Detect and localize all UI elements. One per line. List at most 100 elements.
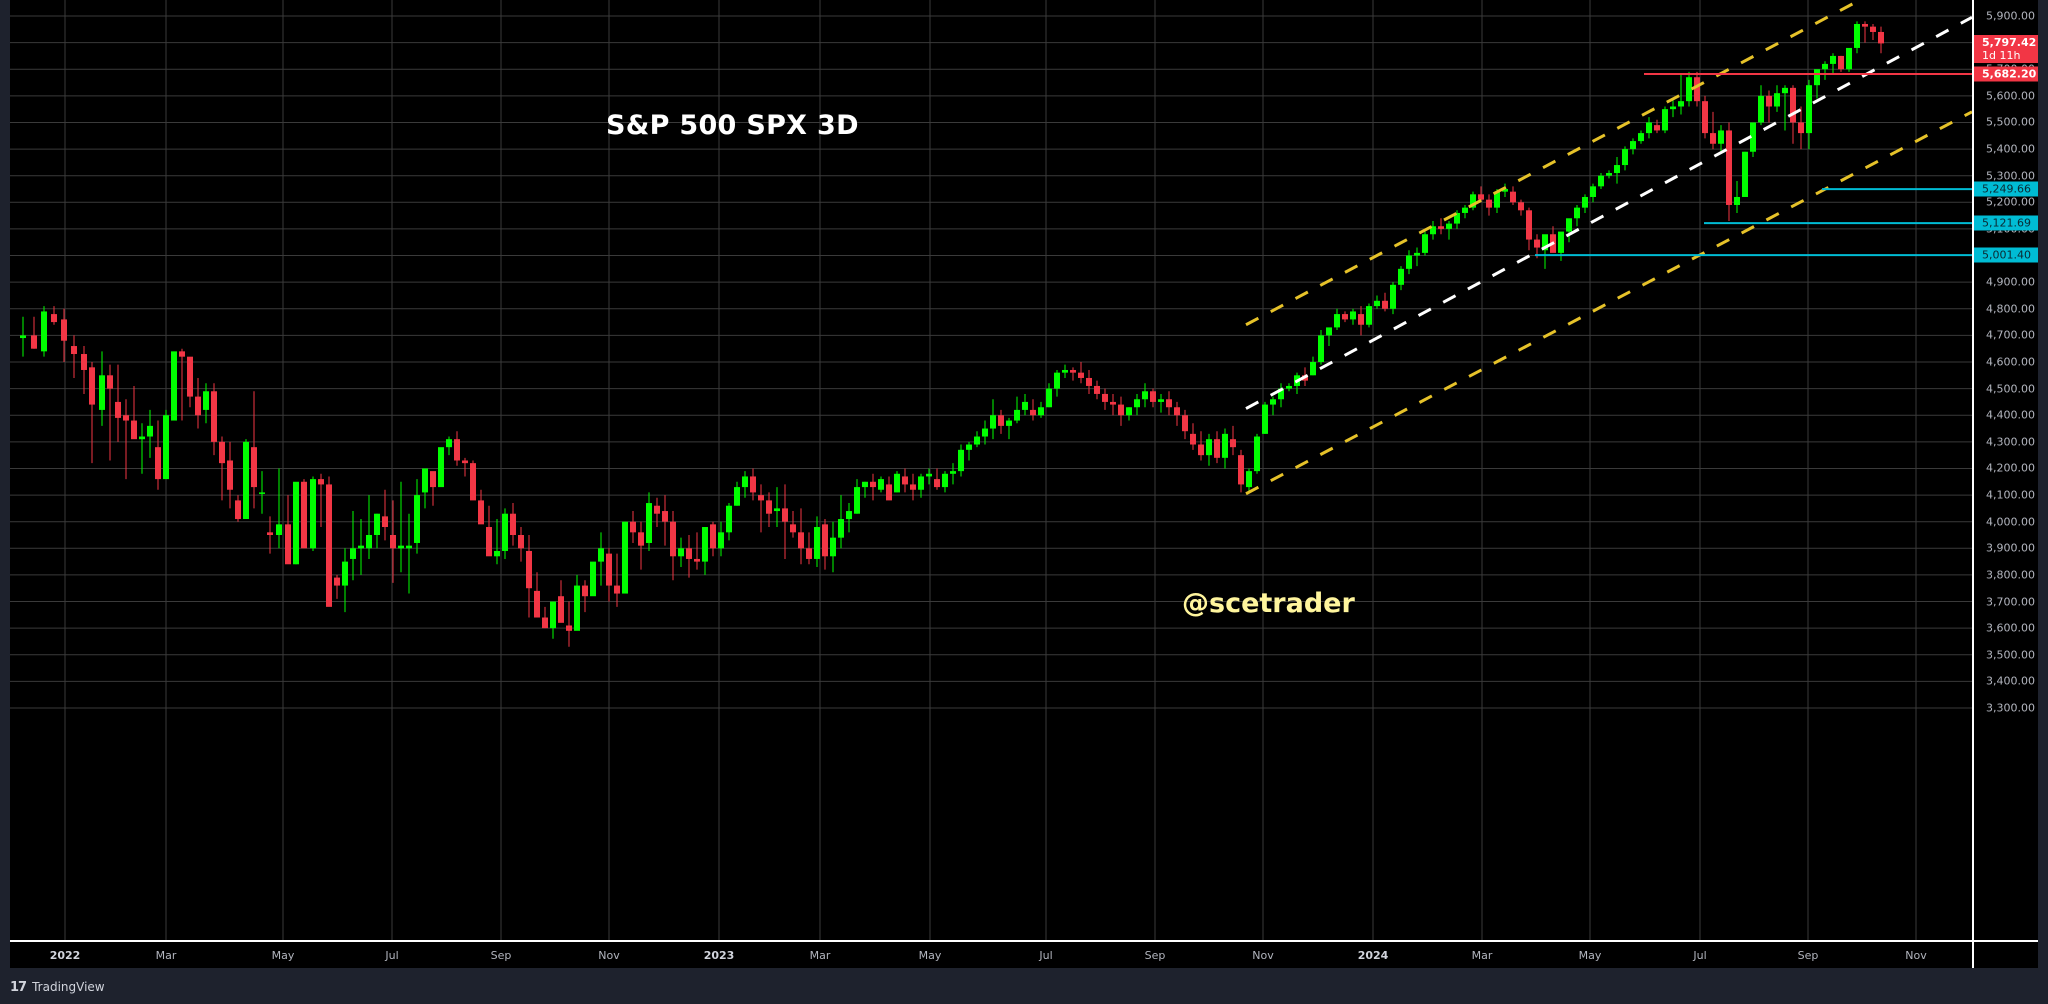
candle-down: [1694, 77, 1700, 102]
candle-up: [702, 527, 708, 562]
candle-up: [406, 545, 412, 549]
price-tick-label: 3,600.00: [1986, 621, 2035, 635]
candle-up: [1270, 399, 1276, 405]
candle-down: [910, 484, 916, 490]
candle-down: [382, 516, 388, 528]
candle-up: [1038, 407, 1044, 416]
candle-up: [1734, 196, 1740, 205]
candle-down: [318, 479, 324, 485]
candle-up: [982, 428, 988, 437]
price-tick-label: 5,500.00: [1986, 115, 2035, 129]
candle-down: [1726, 130, 1732, 205]
price-tick-label: 4,800.00: [1986, 302, 2035, 316]
candle-down: [301, 481, 307, 549]
candle-up: [1782, 87, 1788, 94]
brand-label[interactable]: TradingView: [32, 980, 105, 994]
candle-up: [950, 471, 956, 474]
candle-up: [1662, 109, 1668, 131]
candle-up: [622, 521, 628, 594]
time-tick-label: Mar: [1471, 949, 1493, 962]
candle-up: [1390, 284, 1396, 309]
candle-up: [243, 441, 249, 520]
trend-channel-upper: [1245, 0, 1864, 327]
candle-up: [1454, 212, 1460, 224]
price-axis[interactable]: 5,900.005,800.005,700.005,600.005,500.00…: [1972, 0, 2038, 942]
candle-up: [1854, 23, 1860, 48]
time-tick-label: Mar: [809, 949, 831, 962]
candle-up: [894, 473, 900, 493]
candle-down: [430, 471, 436, 488]
candle-up: [1502, 189, 1508, 192]
level-price-badge: 5,682.20: [1974, 66, 2038, 82]
candle-up: [293, 481, 299, 565]
candlestick-chart[interactable]: [10, 0, 1972, 942]
candle-down: [1838, 55, 1844, 70]
price-tick-label: 4,900.00: [1986, 275, 2035, 289]
candle-up: [966, 444, 972, 450]
candle-down: [790, 524, 796, 533]
candle-down: [115, 401, 121, 418]
candle-down: [1790, 87, 1796, 123]
candle-up: [1670, 106, 1676, 110]
candle-down: [1214, 439, 1220, 458]
candle-up: [374, 513, 380, 535]
candle-up: [1678, 101, 1684, 107]
candle-up: [830, 537, 836, 557]
candle-down: [654, 505, 660, 514]
candle-up: [1014, 409, 1020, 421]
candle-up: [590, 561, 596, 597]
candle-up: [878, 479, 884, 490]
candle-down: [1094, 385, 1100, 394]
candle-up: [1246, 471, 1252, 488]
time-tick-label: 2022: [49, 949, 81, 962]
candle-down: [251, 447, 257, 488]
candle-up: [1334, 314, 1340, 328]
candle-up: [814, 527, 820, 559]
candle-down: [1086, 377, 1092, 386]
tradingview-logo-icon[interactable]: 17: [10, 979, 27, 995]
time-axis[interactable]: 2022 Mar May Jul Sep Nov 2023 Mar May Jul Sep Nov 20…: [10, 940, 2038, 968]
candle-up: [203, 391, 209, 410]
time-tick-label: Nov: [1905, 949, 1927, 962]
candle-up: [678, 548, 684, 557]
candle-down: [454, 439, 460, 461]
candle-down: [710, 524, 716, 549]
candle-down: [211, 391, 217, 442]
chart-plot-area[interactable]: S&P 500 SPX 3D @scetrader: [10, 0, 1972, 942]
candle-up: [147, 425, 153, 437]
candle-up: [1134, 399, 1140, 408]
candle-up: [414, 495, 420, 543]
candle-down: [518, 535, 524, 549]
candle-up: [1542, 234, 1548, 251]
candle-up: [990, 415, 996, 429]
candle-up: [1574, 207, 1580, 219]
time-tick-label: Sep: [1797, 949, 1819, 962]
candle-down: [1710, 133, 1716, 144]
candle-down: [1654, 125, 1660, 131]
time-tick-label: Nov: [598, 949, 620, 962]
candle-up: [1606, 173, 1612, 176]
candle-down: [902, 476, 908, 485]
candle-up: [99, 375, 105, 410]
candle-down: [638, 532, 644, 546]
candle-up: [1158, 399, 1164, 402]
time-tick-label: Jul: [385, 949, 399, 962]
candle-down: [1878, 31, 1884, 44]
candle-up: [163, 415, 169, 480]
candle-up: [1566, 218, 1572, 232]
candle-up: [139, 436, 145, 440]
time-tick-label: Jul: [1693, 949, 1707, 962]
candle-up: [1310, 362, 1316, 376]
candle-up: [1374, 300, 1380, 307]
candle-up: [646, 503, 652, 543]
candle-up: [1830, 55, 1836, 64]
candle-up: [1582, 196, 1588, 208]
last-price-badge: 5,797.42 1d 11h: [1974, 35, 2038, 64]
candle-up: [838, 519, 844, 538]
candle-down: [1150, 391, 1156, 402]
price-tick-label: 4,700.00: [1986, 328, 2035, 342]
candle-down: [478, 500, 484, 525]
candle-up: [1406, 255, 1412, 269]
candle-up: [398, 545, 404, 549]
candle-up: [734, 487, 740, 506]
